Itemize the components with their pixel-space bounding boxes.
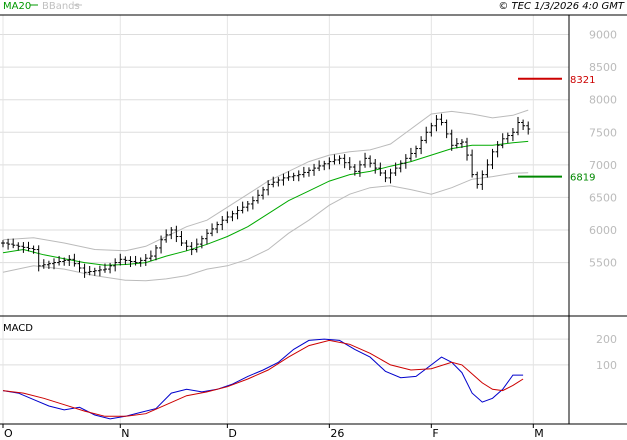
macd-series-macd <box>2 338 524 420</box>
bband-lower-line <box>2 172 529 282</box>
copyright-text: © TEC 1/3/2026 4:0 GMT <box>498 1 625 12</box>
macd-panel: 100 200 MACD <box>0 316 617 424</box>
macd-series <box>2 338 524 420</box>
time-axis: O N D 26 F M <box>2 424 544 440</box>
price-tick-label: 9000 <box>589 29 617 42</box>
price-tick-label: 8500 <box>589 61 617 74</box>
legend-bbands: BBands <box>42 1 80 12</box>
support-resistance-lines: 8321 6819 <box>518 75 595 184</box>
macd-title: MACD <box>3 323 33 334</box>
price-tick-label: 6000 <box>589 224 617 237</box>
price-tick-label: 7000 <box>589 159 617 172</box>
price-bars <box>1 113 531 278</box>
macd-gridlines <box>0 316 569 424</box>
ma20-polyline <box>2 140 529 266</box>
ma20-line <box>2 140 529 266</box>
x-tick-label: O <box>4 427 13 440</box>
bollinger-bands <box>2 109 529 282</box>
macd-axis-ticks: 100 200 <box>596 333 617 372</box>
price-axis-ticks: 5500 6000 6500 7000 7500 8000 8500 9000 <box>589 29 617 270</box>
price-panel: 8321 6819 5500 6000 6500 7000 7500 8000 8500 900… <box>0 15 617 316</box>
resistance-label: 8321 <box>570 75 595 86</box>
support-label: 6819 <box>570 173 595 184</box>
price-gridlines <box>0 15 569 316</box>
price-tick-label: 8000 <box>589 94 617 107</box>
x-tick-label: M <box>534 427 544 440</box>
price-tick-label: 5500 <box>589 257 617 270</box>
x-tick-label: F <box>432 427 438 440</box>
price-tick-label: 6500 <box>589 191 617 204</box>
macd-tick-label: 200 <box>596 333 617 346</box>
legend-ma20: MA20 <box>3 1 31 12</box>
x-tick-label: N <box>121 427 129 440</box>
price-tick-label: 7500 <box>589 126 617 139</box>
macd-tick-label: 100 <box>596 359 617 372</box>
x-tick-label: D <box>228 427 236 440</box>
x-tick-label: 26 <box>330 427 344 440</box>
macd-series-signal <box>2 339 524 417</box>
